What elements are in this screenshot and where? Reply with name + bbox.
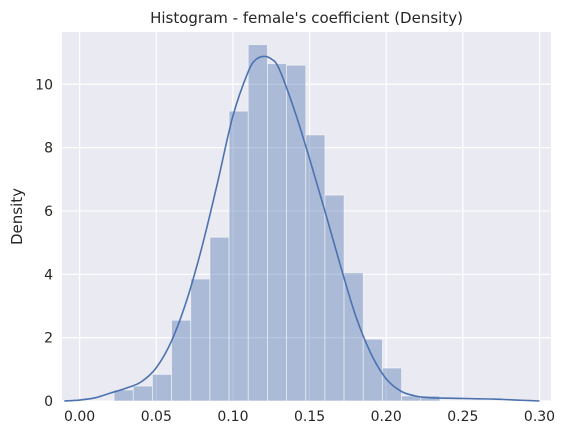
histogram-bar [305,134,326,402]
y-axis-label: Density [8,188,26,245]
plot-background [62,32,551,401]
y-tick-label: 8 [44,141,53,157]
histogram-bars [113,44,441,402]
y-tick-label: 2 [44,331,53,347]
x-tick-label: 0.00 [64,409,95,425]
x-tick-label: 0.05 [141,409,172,425]
y-axis-ticks: 0 2 4 6 8 10 [35,77,53,410]
y-tick-label: 6 [44,204,53,220]
x-tick-label: 0.20 [371,409,402,425]
histogram-bar [228,110,249,402]
x-tick-label: 0.30 [524,409,555,425]
x-tick-label: 0.10 [217,409,248,425]
histogram-bar [343,272,364,402]
x-axis-ticks: 0.00 0.05 0.10 0.15 0.20 0.25 0.30 [64,409,555,425]
histogram-bar [247,44,268,402]
chart-title: Histogram - female's coefficient (Densit… [150,9,463,27]
histogram-bar [209,236,230,402]
histogram-bar [132,385,153,402]
y-tick-label: 0 [44,394,53,410]
histogram-bar [267,63,287,402]
kde-curve [64,55,540,402]
x-tick-label: 0.15 [294,409,325,425]
histogram-bar [152,373,173,402]
y-tick-label: 4 [44,267,53,283]
histogram-bar [190,278,211,402]
x-tick-label: 0.25 [447,409,478,425]
histogram-bar [324,194,345,402]
y-tick-label: 10 [35,77,53,93]
